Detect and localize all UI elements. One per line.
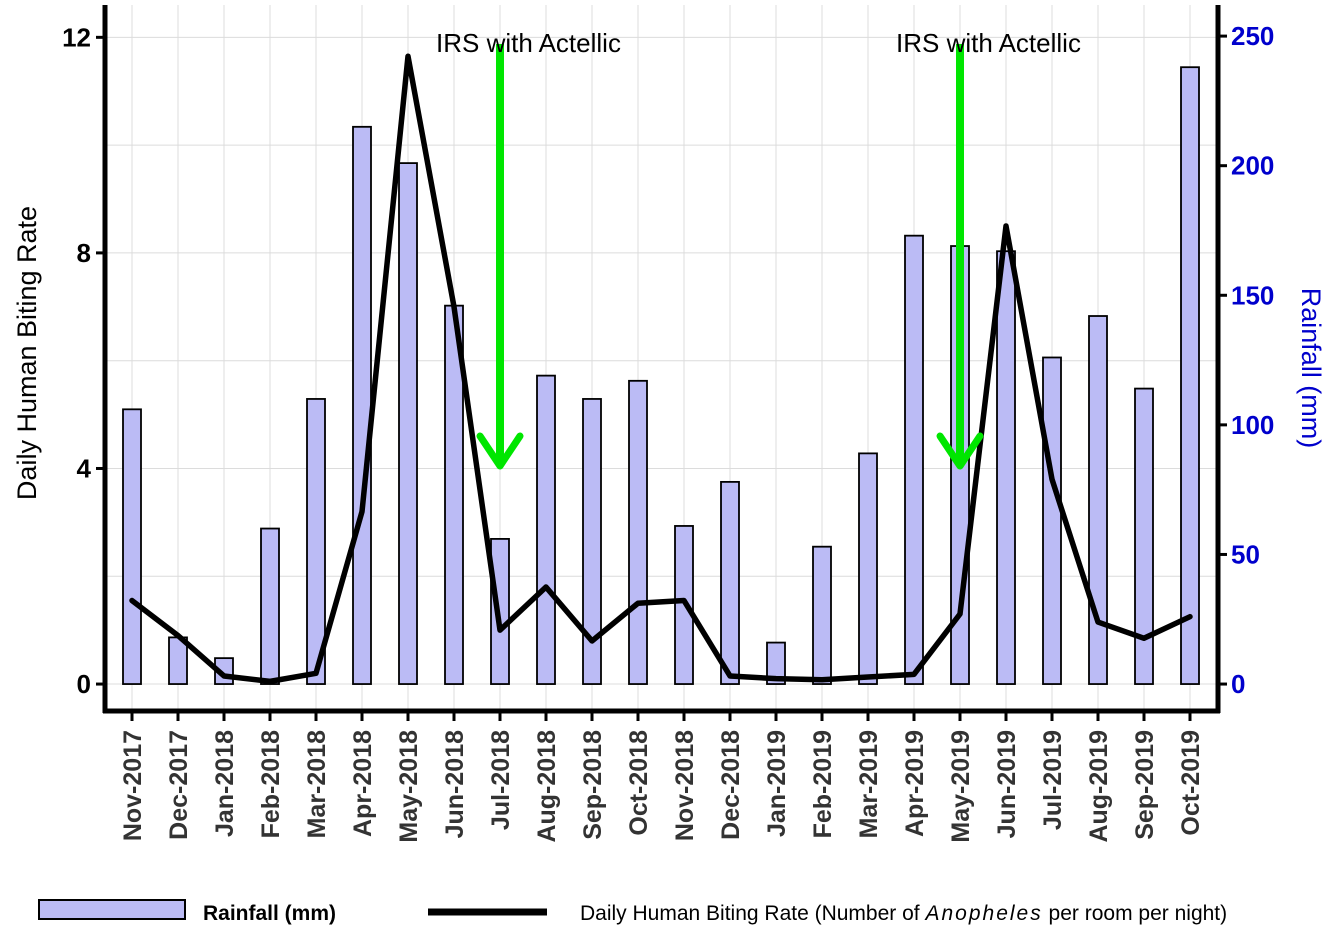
y-right-tick-label: 200 bbox=[1231, 151, 1274, 181]
x-tick-label: Apr-2019 bbox=[901, 730, 929, 837]
axes bbox=[102, 5, 1221, 714]
y-right-tick-label: 250 bbox=[1231, 21, 1274, 51]
ticks: 0 4 8 12 0 50 100 150 200 250 Nov-2017 Dec-2017 Jan-… bbox=[62, 21, 1274, 842]
rainfall-bar bbox=[122, 408, 142, 685]
biting-rate-line bbox=[129, 53, 1193, 685]
x-tick-label: Jul-2019 bbox=[1039, 730, 1067, 830]
rainfall-bars bbox=[122, 66, 1200, 685]
x-tick-label: May-2018 bbox=[395, 730, 423, 843]
rainfall-bar bbox=[766, 641, 786, 685]
rainfall-bar bbox=[1180, 66, 1200, 685]
rainfall-bar bbox=[1088, 315, 1108, 685]
rainfall-bar bbox=[628, 379, 648, 685]
y-left-tick-label: 8 bbox=[77, 238, 91, 268]
irs-annotation-label: IRS with Actellic bbox=[896, 28, 1081, 58]
x-tick-label: Sep-2019 bbox=[1131, 730, 1159, 840]
rainfall-bar bbox=[260, 527, 280, 685]
y-right-tick-label: 0 bbox=[1231, 669, 1245, 699]
y-axis-left-title: Daily Human Biting Rate bbox=[12, 206, 42, 500]
x-tick-label: Jun-2019 bbox=[993, 730, 1021, 838]
rainfall-bar bbox=[858, 452, 878, 685]
irs-annotations: IRS with Actellic IRS with Actellic bbox=[436, 28, 1081, 470]
x-tick-label: Dec-2018 bbox=[717, 730, 745, 840]
rainfall-bar bbox=[1042, 356, 1062, 685]
legend: Rainfall (mm) Daily Human Biting Rate (N… bbox=[38, 899, 1227, 925]
y-right-tick-label: 100 bbox=[1231, 410, 1274, 440]
y-left-tick-label: 0 bbox=[77, 669, 91, 699]
x-tick-label: Oct-2018 bbox=[625, 730, 653, 836]
x-tick-label: Mar-2018 bbox=[303, 730, 331, 838]
rainfall-bar bbox=[720, 480, 740, 685]
x-tick-label: Feb-2018 bbox=[257, 730, 285, 838]
x-tick-label: May-2019 bbox=[947, 730, 975, 843]
x-tick-label: Aug-2018 bbox=[533, 730, 561, 843]
x-tick-label: Dec-2017 bbox=[165, 730, 193, 840]
x-tick-label: Nov-2018 bbox=[671, 730, 699, 841]
x-tick-label: Jan-2019 bbox=[763, 730, 791, 837]
legend-dhbr-label: Daily Human Biting Rate (Number of Anoph… bbox=[580, 902, 1227, 925]
irs-arrow-head bbox=[936, 432, 984, 470]
x-tick-label: Apr-2018 bbox=[349, 730, 377, 837]
rainfall-bar bbox=[398, 162, 418, 685]
rainfall-bar bbox=[904, 234, 924, 685]
rainfall-bar bbox=[1134, 387, 1154, 685]
x-tick-label: Mar-2019 bbox=[855, 730, 883, 838]
y-left-tick-label: 12 bbox=[62, 22, 91, 52]
x-tick-label: Jul-2018 bbox=[487, 730, 515, 830]
irs-arrow-head bbox=[476, 432, 524, 470]
biting-rate-series bbox=[129, 53, 1193, 685]
y-left-tick-label: 4 bbox=[77, 453, 92, 483]
rainfall-bar bbox=[996, 250, 1016, 685]
rainfall-bar bbox=[812, 545, 832, 685]
rainfall-bar bbox=[582, 398, 602, 685]
rainfall-bar bbox=[536, 374, 556, 685]
x-tick-label: Jan-2018 bbox=[211, 730, 239, 837]
x-tick-label: Oct-2019 bbox=[1177, 730, 1205, 836]
rainfall-bar bbox=[306, 398, 326, 685]
y-right-tick-label: 50 bbox=[1231, 539, 1260, 569]
y-axis-right-title: Rainfall (mm) bbox=[1296, 288, 1326, 449]
y-right-tick-label: 150 bbox=[1231, 280, 1274, 310]
x-tick-label: Aug-2019 bbox=[1085, 730, 1113, 843]
x-tick-label: Jun-2018 bbox=[441, 730, 469, 838]
legend-rainfall-swatch bbox=[38, 899, 186, 920]
x-tick-label: Sep-2018 bbox=[579, 730, 607, 840]
legend-rainfall-label: Rainfall (mm) bbox=[203, 902, 336, 925]
x-tick-label: Feb-2019 bbox=[809, 730, 837, 838]
irs-annotation-label: IRS with Actellic bbox=[436, 28, 621, 58]
x-tick-label: Nov-2017 bbox=[119, 730, 147, 841]
rainfall-bar bbox=[352, 125, 372, 685]
